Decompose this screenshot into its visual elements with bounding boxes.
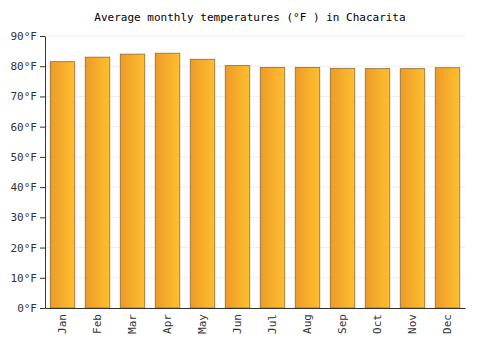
y-tick-label: 50°F: [11, 151, 38, 164]
bar: [400, 69, 425, 308]
x-tick-label: Dec: [441, 314, 454, 334]
bar: [50, 62, 75, 308]
x-tick: Mar: [126, 308, 139, 334]
y-tick-label: 80°F: [11, 60, 38, 73]
bar: [435, 68, 460, 308]
x-tick: Feb: [91, 308, 104, 334]
x-axis-line: [46, 308, 466, 309]
y-tick: 60°F: [11, 121, 46, 134]
bar: [295, 67, 320, 308]
grid-line: [45, 36, 465, 37]
x-tick-label: Jul: [266, 314, 279, 334]
x-tick-label: Nov: [406, 314, 419, 334]
y-tick-mark: [40, 248, 45, 249]
x-axis: Jan Feb Mar Apr May Jun Jul Aug Sep Oct Nov Dec: [46, 308, 466, 334]
y-tick-mark: [40, 157, 45, 158]
y-tick-label: 20°F: [11, 242, 38, 255]
y-tick: 30°F: [11, 211, 46, 224]
x-tick-label: Feb: [91, 314, 104, 334]
y-tick: 20°F: [11, 242, 46, 255]
x-tick: Jan: [56, 308, 69, 334]
y-tick-label: 70°F: [11, 90, 38, 103]
y-tick: 40°F: [11, 181, 46, 194]
x-tick: Oct: [371, 308, 384, 334]
y-tick-mark: [40, 308, 45, 309]
x-tick: Aug: [301, 308, 314, 334]
x-tick-label: Apr: [161, 314, 174, 334]
y-tick: 50°F: [11, 151, 46, 164]
y-tick: 80°F: [11, 60, 46, 73]
bar: [120, 54, 145, 308]
bar: [365, 69, 390, 308]
x-tick: Jul: [266, 308, 279, 334]
x-tick: Nov: [406, 308, 419, 334]
bar: [155, 53, 180, 308]
bar: [260, 67, 285, 308]
y-tick-label: 0°F: [17, 302, 37, 315]
bar: [85, 57, 110, 308]
x-tick-label: Oct: [371, 314, 384, 334]
y-axis-line: [45, 37, 46, 309]
y-tick-mark: [40, 36, 45, 37]
plot: 0°F 10°F 20°F 30°F 40°F 50°F 60°F 70°F 80°F 90°F J…: [11, 30, 466, 334]
x-tick-label: Jan: [56, 314, 69, 334]
y-tick-label: 90°F: [11, 30, 38, 43]
y-axis: 0°F 10°F 20°F 30°F 40°F 50°F 60°F 70°F 80°F 90°F: [11, 30, 46, 315]
x-tick: Sep: [336, 308, 349, 334]
bar: [190, 59, 215, 308]
y-tick-label: 30°F: [11, 211, 38, 224]
y-tick: 0°F: [17, 302, 45, 315]
grid: [45, 36, 465, 308]
y-tick-mark: [40, 127, 45, 128]
x-tick-label: Mar: [126, 314, 139, 334]
x-tick: Jun: [231, 308, 244, 334]
bars: [50, 53, 460, 308]
x-tick-label: Sep: [336, 314, 349, 334]
title: Average monthly temperatures (°F ) in Ch…: [94, 11, 405, 24]
y-tick-mark: [40, 96, 45, 97]
x-tick-label: May: [196, 314, 209, 334]
y-tick-mark: [40, 187, 45, 188]
y-tick-mark: [40, 217, 45, 218]
x-tick: Dec: [441, 308, 454, 334]
bar: [225, 66, 250, 308]
y-tick: 10°F: [11, 272, 46, 285]
x-tick-label: Jun: [231, 314, 244, 334]
bar: [330, 68, 355, 308]
y-tick-mark: [40, 66, 45, 67]
y-tick-label: 40°F: [11, 181, 38, 194]
y-tick-mark: [40, 278, 45, 279]
x-tick: May: [196, 308, 209, 334]
y-tick: 70°F: [11, 90, 46, 103]
y-tick: 90°F: [11, 30, 46, 43]
x-tick-label: Aug: [301, 314, 314, 334]
y-tick-label: 60°F: [11, 121, 38, 134]
y-tick-label: 10°F: [11, 272, 38, 285]
x-tick: Apr: [161, 308, 174, 334]
chart: 0°F 10°F 20°F 30°F 40°F 50°F 60°F 70°F 80°F 90°F J…: [0, 0, 500, 350]
